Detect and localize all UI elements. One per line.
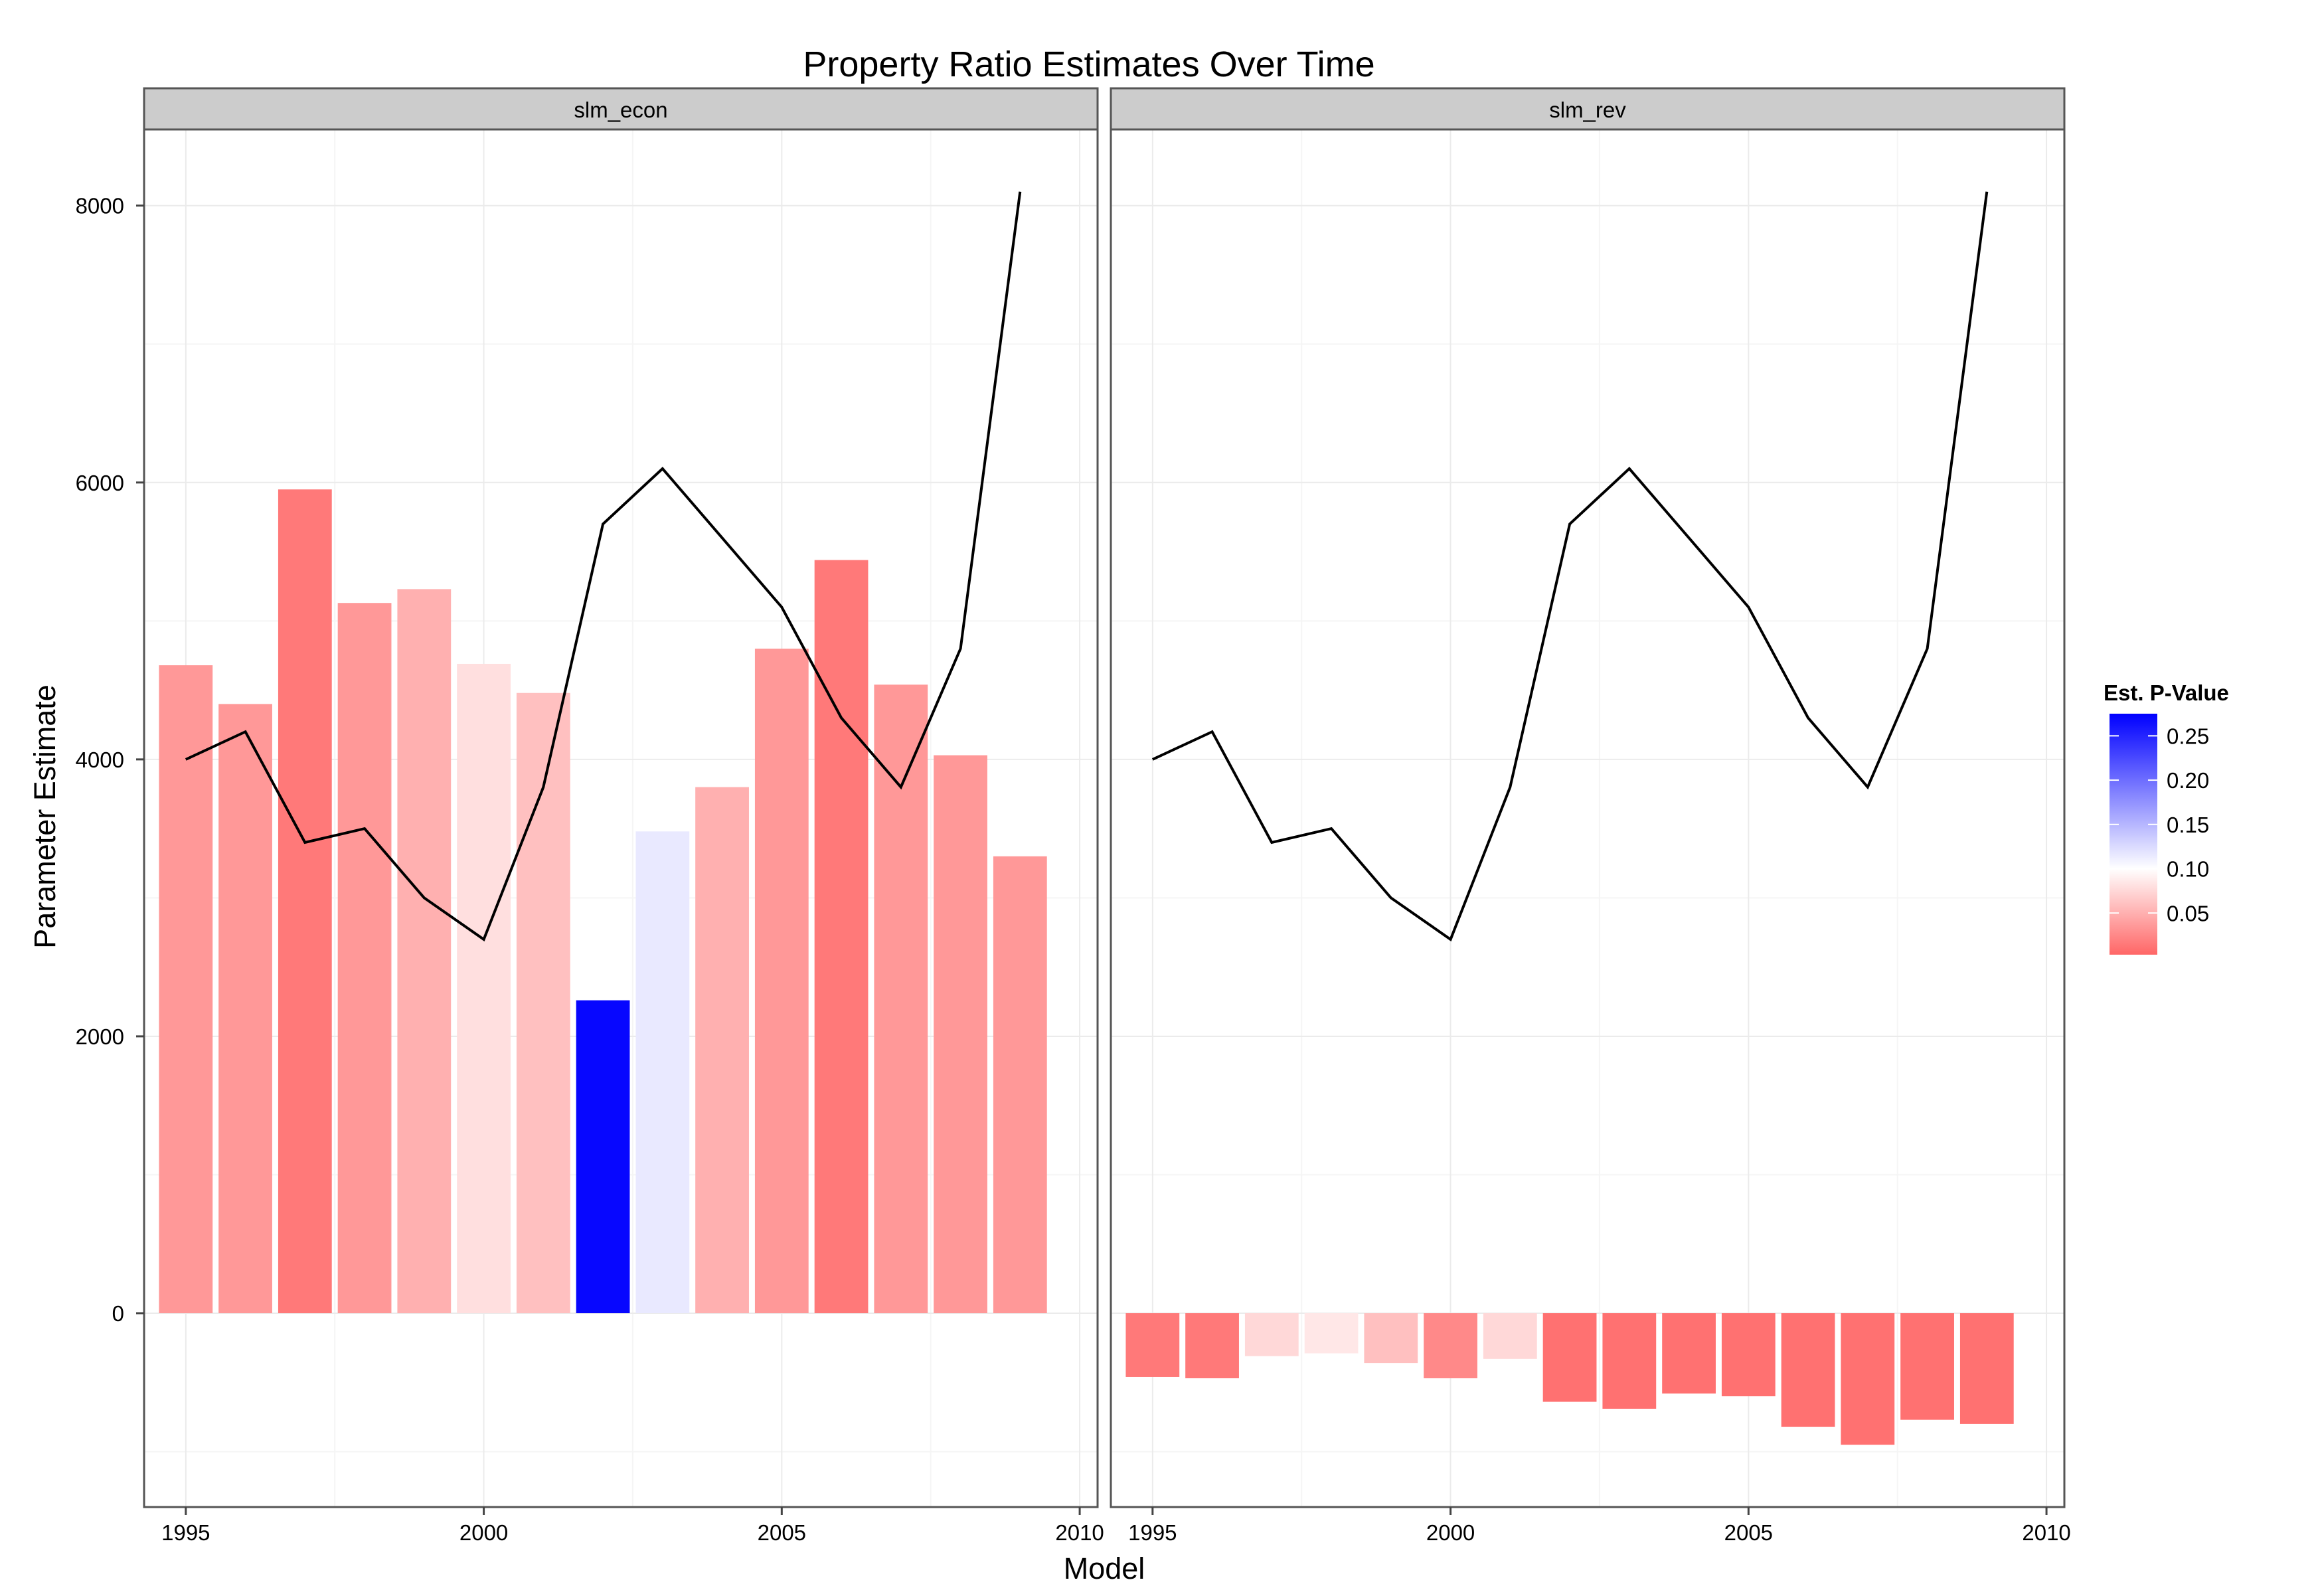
legend-tick-label: 0.25 xyxy=(2167,724,2209,748)
legend-tick-label: 0.15 xyxy=(2167,813,2209,837)
bar-slm_rev-2008 xyxy=(1900,1313,1954,1420)
y-axis-label: Parameter Estimate xyxy=(28,684,62,949)
bar-slm_rev-2002 xyxy=(1542,1313,1597,1402)
x-tick-label: 2005 xyxy=(1724,1520,1773,1545)
bar-slm_rev-2005 xyxy=(1721,1313,1776,1397)
legend-tick-label: 0.10 xyxy=(2167,857,2209,882)
bar-slm_econ-1995 xyxy=(159,665,213,1314)
x-axis: 1995 2000 2005 2010 1995 2000 2005 2010 xyxy=(161,1507,2071,1545)
x-tick-label: 2000 xyxy=(1426,1520,1475,1545)
y-tick-label: 6000 xyxy=(76,471,124,495)
bar-slm_rev-1997 xyxy=(1244,1313,1299,1356)
legend-ticks: 0.25 0.20 0.15 0.10 0.05 xyxy=(2110,724,2209,925)
grid-slm-rev xyxy=(1111,129,2064,1507)
x-tick-label: 2010 xyxy=(2022,1520,2070,1545)
bar-slm_econ-2007 xyxy=(874,684,928,1314)
bar-slm_rev-1996 xyxy=(1185,1313,1239,1379)
bar-slm_rev-2007 xyxy=(1841,1313,1895,1445)
panel-slm-rev: slm_rev xyxy=(1110,87,2066,1508)
bar-slm_econ-2006 xyxy=(814,560,869,1314)
x-tick-label: 2005 xyxy=(758,1520,806,1545)
bar-slm_econ-2008 xyxy=(934,755,987,1314)
bar-slm_econ-2000 xyxy=(457,663,511,1314)
bar-slm_econ-2009 xyxy=(993,856,1047,1314)
panel-border-slm-econ xyxy=(143,128,1099,1508)
panel-slm-econ: slm_econ xyxy=(143,87,1099,1508)
panel-strip-slm-econ xyxy=(143,87,1099,131)
panel-border-slm-rev xyxy=(1110,128,2066,1508)
bar-slm_econ-2002 xyxy=(576,1000,630,1314)
chart-title: Property Ratio Estimates Over Time xyxy=(803,44,1374,84)
bar-slm_econ-2004 xyxy=(695,787,749,1314)
bar-slm_rev-2000 xyxy=(1424,1313,1477,1379)
bar-slm_econ-2001 xyxy=(516,692,570,1314)
legend-title: Est. P-Value xyxy=(2104,680,2229,705)
legend-tick-label: 0.05 xyxy=(2167,901,2209,925)
x-tick-label: 1995 xyxy=(1128,1520,1177,1545)
bars-slm-econ xyxy=(159,489,1047,1314)
bar-slm_rev-2003 xyxy=(1602,1313,1657,1409)
bar-slm_econ-2005 xyxy=(754,649,809,1314)
bar-slm_rev-1998 xyxy=(1304,1313,1359,1354)
x-axis-label: Model xyxy=(1064,1552,1145,1585)
bar-slm_rev-2001 xyxy=(1483,1313,1537,1359)
bar-slm_econ-2003 xyxy=(635,831,690,1314)
bar-slm_econ-1999 xyxy=(397,589,452,1314)
legend: Est. P-Value 0.25 0.20 0.15 0.10 0.05 xyxy=(2104,680,2229,955)
trend-line-slm-rev xyxy=(1151,191,1989,942)
y-tick-label: 4000 xyxy=(76,748,124,772)
panel-strip-slm-rev xyxy=(1110,87,2066,131)
bar-slm_rev-1999 xyxy=(1364,1313,1418,1364)
y-tick-label: 8000 xyxy=(76,194,124,218)
trend-line-slm-econ xyxy=(185,191,1022,942)
bar-slm_rev-1995 xyxy=(1125,1313,1180,1377)
bar-slm_econ-1996 xyxy=(218,704,272,1314)
bar-slm_econ-1998 xyxy=(337,603,392,1314)
legend-tick-label: 0.20 xyxy=(2167,768,2209,793)
y-tick-label: 0 xyxy=(112,1301,124,1326)
bar-slm_econ-1997 xyxy=(278,489,332,1314)
bars-slm-rev xyxy=(1125,1313,2014,1445)
legend-colorbar xyxy=(2110,714,2157,955)
x-tick-label: 2000 xyxy=(459,1520,508,1545)
y-tick-label: 2000 xyxy=(76,1024,124,1049)
x-tick-label: 1995 xyxy=(161,1520,210,1545)
panel-label-slm-rev: slm_rev xyxy=(1549,98,1626,122)
y-axis: 0 2000 4000 6000 8000 xyxy=(76,194,144,1326)
panel-label-slm-econ: slm_econ xyxy=(574,98,667,122)
bar-slm_rev-2009 xyxy=(1959,1313,2014,1424)
bar-slm_rev-2006 xyxy=(1781,1313,1835,1427)
x-tick-label: 2010 xyxy=(1055,1520,1104,1545)
bar-slm_rev-2004 xyxy=(1662,1313,1716,1394)
